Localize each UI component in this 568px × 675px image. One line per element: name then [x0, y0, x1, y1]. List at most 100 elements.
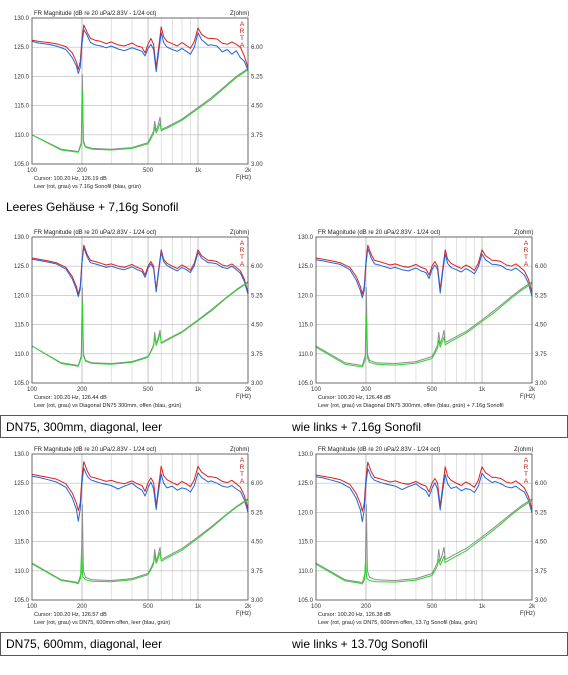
y-tick-label: 115.0	[14, 104, 29, 110]
brand-letter: T	[524, 471, 528, 478]
cursor-readout: Cursor: 100.20 Hz, 126.19 dB	[34, 176, 107, 182]
legend-text: Leer (rot, grau) vs Diagonal DN75 300mm,…	[318, 403, 504, 409]
x-axis-label: F(Hz)	[236, 394, 251, 400]
brand-letter: R	[240, 464, 245, 471]
chart-dn75-300mm-sonofil: 105.0 110.0 115.0 120.0 125.0 130.0 3.00 3.75 4.…	[298, 230, 547, 409]
brand-letter: A	[240, 261, 245, 268]
x-axis-label: F(Hz)	[520, 394, 535, 400]
right-axis-label: Z(ohm)	[230, 230, 249, 236]
y2-tick-label: 3.00	[251, 381, 263, 387]
brand-letter: T	[240, 471, 244, 478]
y-tick-label: 125.0	[298, 264, 314, 270]
brand-letter: A	[524, 261, 529, 268]
divider-middle	[0, 437, 568, 438]
cursor-readout: Cursor: 100.20 Hz, 126.44 dB	[34, 395, 107, 401]
y2-tick-label: 6.00	[251, 481, 263, 487]
y2-tick-label: 5.25	[251, 293, 263, 299]
y-tick-label: 130.0	[14, 452, 30, 458]
x-tick-label: 2k	[529, 604, 536, 610]
y-tick-label: 105.0	[14, 381, 30, 387]
brand-letter: A	[240, 240, 245, 247]
y-tick-label: 110.0	[298, 352, 313, 358]
series-line-4	[31, 69, 249, 153]
x-tick-label: 100	[27, 168, 38, 174]
chart-title: FR Magnitude (dB re 20 uPa/2.83V - 1/24 …	[34, 447, 156, 453]
divider-row2-left	[0, 415, 1, 437]
legend-text: Leer (rot, grau) vs DN75, 600mm offen, 1…	[318, 620, 477, 626]
right-axis-label: Z(ohm)	[230, 11, 249, 17]
series-line-4	[315, 499, 533, 585]
y-tick-label: 125.0	[14, 264, 30, 270]
y-tick-label: 105.0	[14, 598, 30, 604]
y2-tick-label: 6.00	[535, 264, 547, 270]
x-tick-label: 200	[361, 604, 372, 610]
series-line-3	[31, 68, 249, 152]
caption-empty-enclosure: Leeres Gehäuse + 7,16g Sonofil	[6, 200, 179, 214]
x-tick-label: 200	[77, 604, 88, 610]
x-tick-label: 1k	[479, 604, 486, 610]
y-tick-label: 110.0	[298, 569, 313, 575]
x-tick-label: 1k	[195, 168, 202, 174]
y-tick-label: 130.0	[298, 235, 314, 241]
divider-bottom	[0, 655, 568, 656]
y2-tick-label: 4.50	[251, 323, 263, 329]
chart-dn75-600mm-empty: 105.0 110.0 115.0 120.0 125.0 130.0 3.00 3.75 4.…	[14, 447, 263, 626]
legend-text: Leer (rot, grau) vs Diagonal DN75 300mm,…	[34, 403, 181, 409]
chart-title: FR Magnitude (dB re 20 uPa/2.83V - 1/24 …	[318, 230, 440, 236]
brand-letter: T	[240, 254, 244, 261]
y-tick-label: 130.0	[14, 235, 30, 241]
y-tick-label: 130.0	[14, 16, 30, 22]
y2-tick-label: 3.00	[535, 598, 547, 604]
x-axis-label: F(Hz)	[236, 175, 251, 181]
y2-tick-label: 3.75	[535, 352, 547, 358]
chart-title: FR Magnitude (dB re 20 uPa/2.83V - 1/24 …	[34, 11, 156, 17]
chart-dn75-300mm-empty: 105.0 110.0 115.0 120.0 125.0 130.0 3.00 3.75 4.…	[14, 230, 263, 409]
y-tick-label: 115.0	[298, 323, 313, 329]
brand-letter: R	[240, 247, 245, 254]
y2-tick-label: 3.00	[251, 598, 263, 604]
x-tick-label: 2k	[529, 387, 536, 393]
x-tick-label: 2k	[245, 604, 252, 610]
y2-tick-label: 3.75	[251, 352, 263, 358]
y2-tick-label: 5.25	[535, 510, 547, 516]
plot-frame	[31, 17, 249, 165]
brand-letter: A	[524, 457, 529, 464]
plot-area	[32, 454, 248, 600]
plot-frame	[315, 453, 533, 601]
cursor-readout: Cursor: 100.20 Hz, 126.48 dB	[318, 395, 391, 401]
x-axis-label: F(Hz)	[236, 611, 251, 617]
y-tick-label: 120.0	[14, 510, 30, 516]
brand-letter: A	[524, 240, 529, 247]
y-tick-label: 110.0	[14, 352, 29, 358]
x-tick-label: 500	[143, 387, 154, 393]
x-tick-label: 500	[427, 604, 438, 610]
y2-tick-label: 4.50	[535, 540, 547, 546]
y2-tick-label: 3.00	[535, 381, 547, 387]
brand-letter: A	[240, 478, 245, 485]
x-tick-label: 100	[311, 604, 322, 610]
y-tick-label: 105.0	[298, 381, 314, 387]
x-tick-label: 500	[143, 604, 154, 610]
y2-tick-label: 4.50	[251, 104, 263, 110]
brand-letter: R	[240, 28, 245, 35]
brand-letter: A	[240, 42, 245, 49]
y2-tick-label: 3.00	[251, 162, 263, 168]
chart-empty-enclosure-sonofil: 105.0 110.0 115.0 120.0 125.0 130.0 3.00 3.75 4.…	[14, 11, 263, 190]
y2-tick-label: 5.25	[535, 293, 547, 299]
right-axis-label: Z(ohm)	[514, 447, 533, 453]
y-tick-label: 115.0	[298, 540, 313, 546]
y-tick-label: 125.0	[298, 481, 314, 487]
chart-dn75-600mm-sonofil: 105.0 110.0 115.0 120.0 125.0 130.0 3.00 3.75 4.…	[298, 447, 547, 626]
series-line-4	[31, 282, 249, 367]
y2-tick-label: 4.50	[535, 323, 547, 329]
brand-letter: T	[240, 35, 244, 42]
x-tick-label: 100	[311, 387, 322, 393]
y-tick-label: 105.0	[14, 162, 30, 168]
y2-tick-label: 6.00	[251, 45, 263, 51]
y-tick-label: 125.0	[14, 481, 30, 487]
x-tick-label: 2k	[245, 387, 252, 393]
x-tick-label: 100	[27, 604, 38, 610]
y-tick-label: 120.0	[14, 74, 30, 80]
y-tick-label: 105.0	[298, 598, 314, 604]
series-line-3	[315, 498, 533, 583]
